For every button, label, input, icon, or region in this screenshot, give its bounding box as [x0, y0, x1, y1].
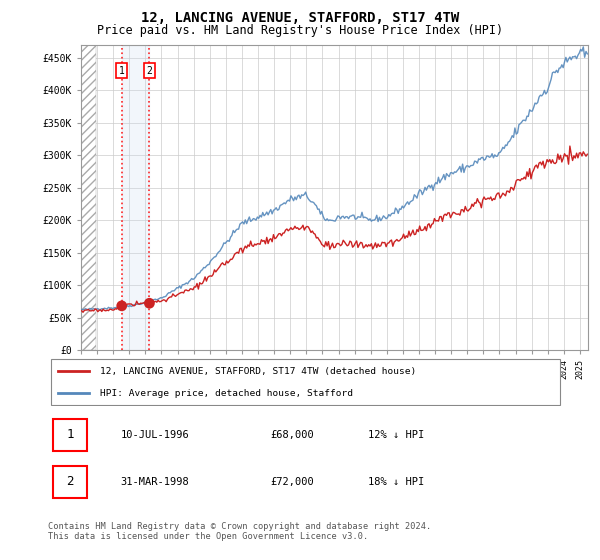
- Text: £68,000: £68,000: [270, 430, 314, 440]
- Text: £72,000: £72,000: [270, 477, 314, 487]
- FancyBboxPatch shape: [50, 360, 560, 405]
- Text: 31-MAR-1998: 31-MAR-1998: [120, 477, 189, 487]
- Bar: [122, 45, 149, 350]
- FancyBboxPatch shape: [53, 419, 86, 451]
- Text: 2: 2: [146, 66, 152, 76]
- Point: [117, 301, 127, 310]
- Text: 2: 2: [67, 475, 74, 488]
- Text: 1: 1: [119, 66, 125, 76]
- Polygon shape: [81, 45, 96, 350]
- Text: 1: 1: [67, 428, 74, 441]
- Text: 12, LANCING AVENUE, STAFFORD, ST17 4TW: 12, LANCING AVENUE, STAFFORD, ST17 4TW: [141, 11, 459, 25]
- Text: HPI: Average price, detached house, Stafford: HPI: Average price, detached house, Staf…: [100, 389, 353, 398]
- Text: Price paid vs. HM Land Registry's House Price Index (HPI): Price paid vs. HM Land Registry's House …: [97, 24, 503, 36]
- Text: 12, LANCING AVENUE, STAFFORD, ST17 4TW (detached house): 12, LANCING AVENUE, STAFFORD, ST17 4TW (…: [100, 367, 416, 376]
- Text: Contains HM Land Registry data © Crown copyright and database right 2024.
This d: Contains HM Land Registry data © Crown c…: [48, 522, 431, 542]
- Point: [145, 299, 154, 308]
- Text: 12% ↓ HPI: 12% ↓ HPI: [368, 430, 424, 440]
- Text: 10-JUL-1996: 10-JUL-1996: [120, 430, 189, 440]
- Text: 18% ↓ HPI: 18% ↓ HPI: [368, 477, 424, 487]
- FancyBboxPatch shape: [53, 466, 86, 498]
